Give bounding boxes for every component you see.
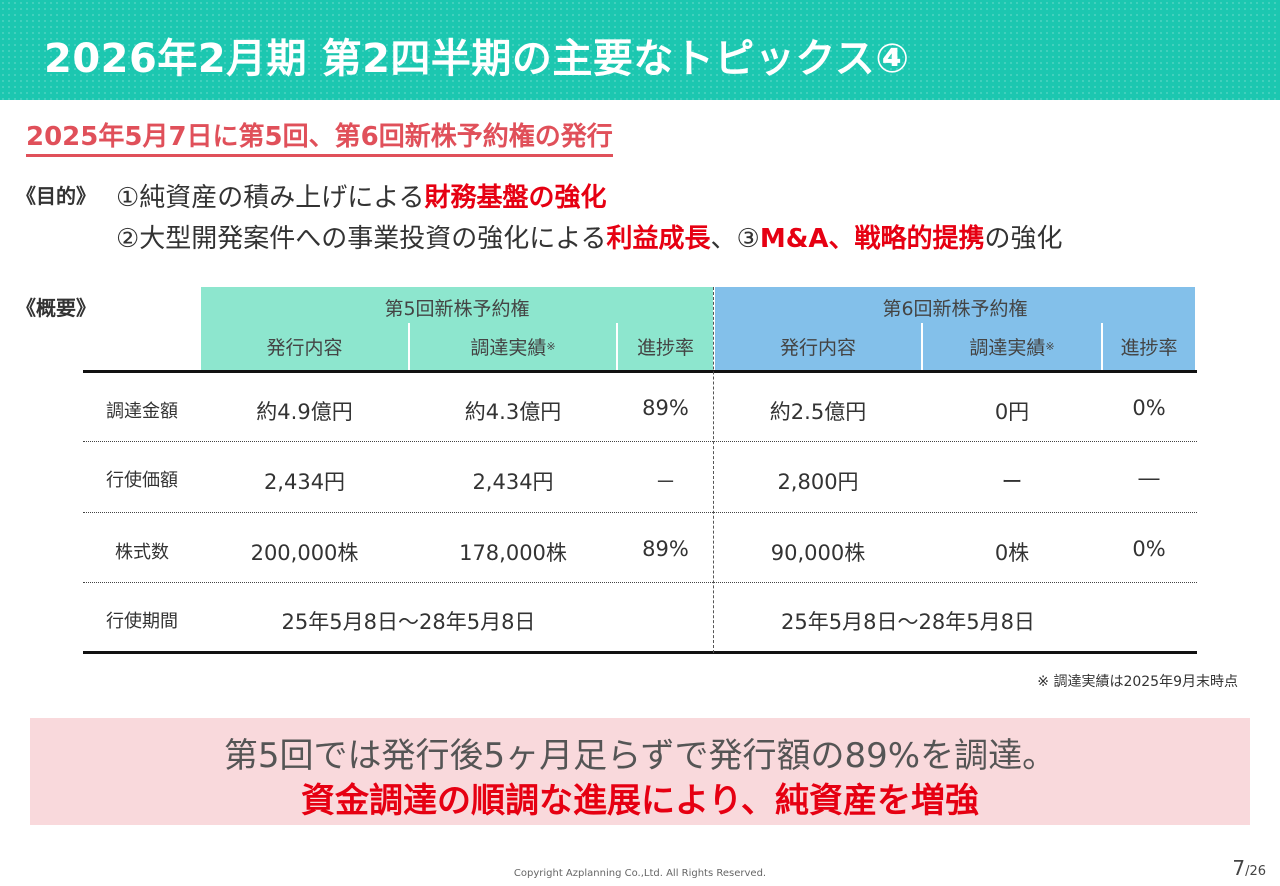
page-total: /26 [1245, 864, 1266, 879]
group-5-col-achieved: 調達実績 ※ [410, 323, 616, 370]
row-label: 株式数 [115, 542, 169, 563]
table-cell: ― [1138, 466, 1160, 490]
table-cell: 約4.3億円 [464, 400, 562, 424]
group-5-col-achieved-note-mark: ※ [546, 340, 556, 353]
header-divider [408, 323, 410, 370]
table-cell-period: 25年5月8日～28年5月8日 [781, 610, 1035, 634]
purpose-line-1: ①純資産の積み上げによる財務基盤の強化 [116, 177, 607, 214]
section-subheading: 2025年5月7日に第5回、第6回新株予約権の発行 [26, 116, 613, 157]
group-6-col-achieved-label: 調達実績 [969, 337, 1046, 359]
summary-line-2: 資金調達の順調な進展により、純資産を増強 [301, 781, 979, 821]
table-bottom-rule [83, 651, 1197, 654]
overview-label: 《概要》 [16, 296, 96, 320]
purpose-line-2-text: ②大型開発案件への事業投資の強化による [116, 224, 607, 254]
group-6-col-progress: 進捗率 [1120, 337, 1178, 359]
group-6-title: 第6回新株予約権 [882, 298, 1028, 320]
page-title: 2026年2月期 第2四半期の主要なトピックス④ [44, 36, 910, 82]
group-6-col-achieved-note-mark: ※ [1045, 340, 1055, 353]
row-label: 行使期間 [106, 611, 178, 632]
table-cell-period: 25年5月8日～28年5月8日 [281, 610, 536, 634]
row-divider [83, 512, 1197, 513]
group-divider [713, 287, 714, 653]
copyright: Copyright Azplanning Co.,Ltd. All Rights… [513, 868, 767, 879]
table-cell: ー [1001, 470, 1023, 494]
table-cell: 178,000株 [459, 541, 567, 565]
table-cell: 約4.9億円 [256, 400, 353, 424]
row-divider [83, 441, 1197, 442]
table-cell: － [655, 470, 676, 494]
purpose-line-1-text: ①純資産の積み上げによる [116, 183, 425, 213]
purpose-line-2-highlight-1: 利益成長 [606, 224, 711, 254]
summary-line-1: 第5回では発行後5ヶ月足らずで発行額の89%を調達。 [223, 736, 1057, 776]
table-top-rule [83, 370, 1197, 373]
table-cell: 約2.5億円 [769, 400, 867, 424]
group-6-col-issue: 発行内容 [779, 337, 856, 359]
page-current: 7 [1232, 856, 1246, 880]
header-divider [921, 323, 923, 370]
group-6-col-achieved: 調達実績 ※ [923, 323, 1101, 370]
table-cell: 2,800円 [777, 470, 859, 494]
purpose-line-1-highlight: 財務基盤の強化 [424, 183, 607, 213]
group-6-header: 第6回新株予約権 発行内容 調達実績 ※ 進捗率 [715, 287, 1195, 370]
group-5-col-progress: 進捗率 [636, 337, 694, 359]
group-5-title: 第5回新株予約権 [384, 298, 530, 320]
table-cell: 90,000株 [770, 541, 866, 565]
group-5-header: 第5回新株予約権 発行内容 調達実績 ※ 進捗率 [201, 287, 713, 370]
row-divider [83, 582, 1197, 583]
table-cell: 0% [1132, 396, 1166, 420]
purpose-line-2-highlight-2: M&A、戦略的提携 [759, 224, 985, 254]
purpose-line-2: ②大型開発案件への事業投資の強化による利益成長、③M&A、戦略的提携の強化 [116, 218, 1063, 255]
table-cell: 0株 [994, 541, 1030, 565]
purpose-line-2-suffix: の強化 [984, 224, 1063, 254]
row-label: 行使価額 [106, 470, 178, 491]
page-number: 7/26 [1232, 856, 1266, 880]
table-cell: 89% [642, 537, 689, 561]
title-bar: 2026年2月期 第2四半期の主要なトピックス④ [0, 0, 1280, 100]
row-label: 調達金額 [106, 401, 178, 422]
purpose-line-2-middle: 、③ [710, 224, 760, 254]
purpose-label: 《目的》 [16, 184, 96, 208]
header-divider [616, 323, 618, 370]
table-cell: 2,434円 [472, 470, 554, 494]
header-divider [1101, 323, 1103, 370]
table-cell: 0% [1132, 537, 1166, 561]
table-cell: 200,000株 [250, 541, 359, 565]
footnote: ※ 調達実績は2025年9月末時点 [1037, 674, 1238, 690]
group-5-col-achieved-label: 調達実績 [470, 337, 547, 359]
table-cell: 0円 [994, 400, 1030, 424]
table-cell: 2,434円 [263, 470, 346, 494]
group-5-col-issue: 発行内容 [266, 337, 343, 359]
table-cell: 89% [642, 396, 689, 420]
summary-box: 第5回では発行後5ヶ月足らずで発行額の89%を調達。 資金調達の順調な進展により… [30, 718, 1250, 825]
